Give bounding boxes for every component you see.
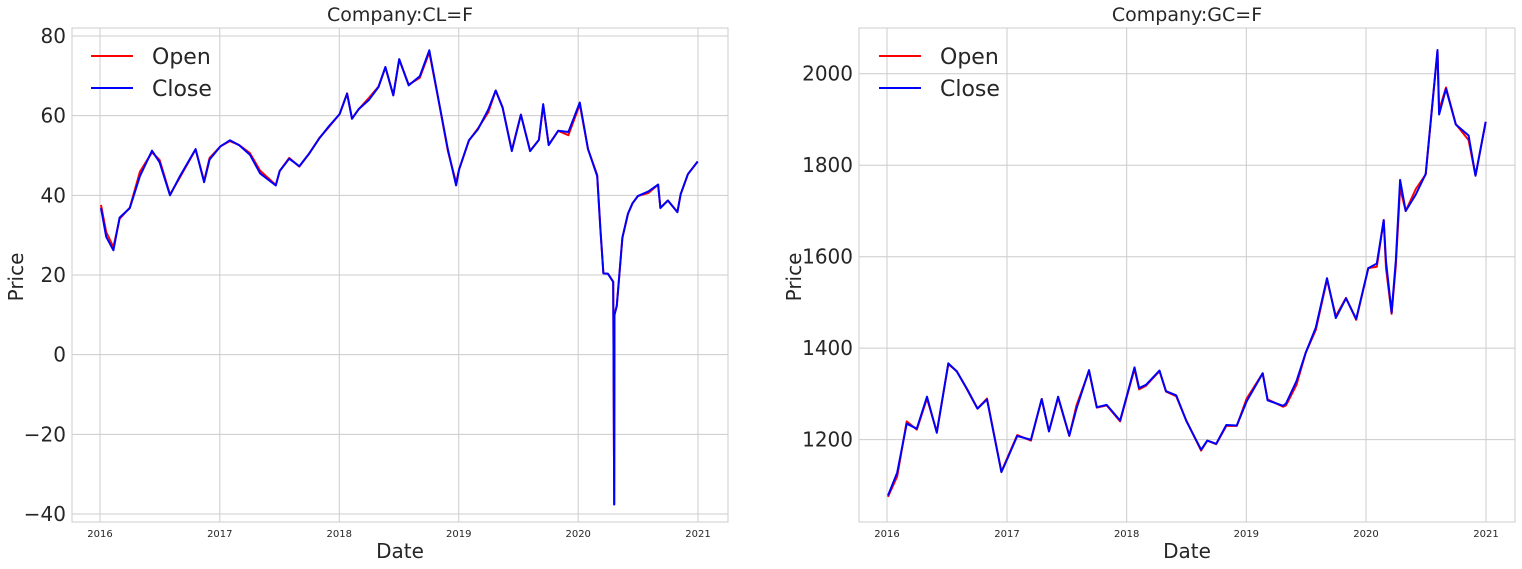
x-tick-label: 2019 bbox=[446, 529, 471, 540]
y-tick-label: 0 bbox=[53, 343, 66, 367]
series-line-close bbox=[100, 49, 699, 506]
x-tick-label: 2018 bbox=[327, 529, 352, 540]
x-tick-label: 2021 bbox=[685, 529, 710, 540]
y-tick-labels: −40 −20 0 20 40 60 80 bbox=[24, 24, 66, 526]
chart-gc: 1200 1400 1600 1800 2000 2016 2017 2018 2019 202… bbox=[782, 4, 1516, 563]
legend: Open Close bbox=[91, 45, 212, 102]
chart-cl: −40 −20 0 20 40 60 80 2016 2017 2018 2019 2020 2021… bbox=[4, 4, 729, 563]
x-tick-label: 2016 bbox=[87, 529, 112, 540]
y-tick-label: 1400 bbox=[802, 336, 853, 360]
y-tick-label: −20 bbox=[24, 422, 66, 446]
legend-open-label: Open bbox=[940, 45, 999, 70]
chart-title: Company:CL=F bbox=[327, 4, 473, 26]
x-tick-label: 2020 bbox=[565, 529, 590, 540]
legend: Open Close bbox=[879, 45, 1000, 102]
y-tick-label: 20 bbox=[41, 263, 66, 287]
y-tick-label: −40 bbox=[24, 502, 66, 526]
legend-close-label: Close bbox=[152, 77, 212, 102]
y-tick-label: 80 bbox=[41, 24, 66, 48]
x-tick-label: 2021 bbox=[1473, 529, 1498, 540]
x-tick-label: 2018 bbox=[1114, 529, 1139, 540]
x-tick-label: 2020 bbox=[1353, 529, 1378, 540]
x-tick-label: 2019 bbox=[1234, 529, 1259, 540]
y-tick-label: 60 bbox=[41, 104, 66, 128]
x-axis-label: Date bbox=[376, 539, 424, 563]
y-tick-labels: 1200 1400 1600 1800 2000 bbox=[802, 62, 853, 452]
legend-close-label: Close bbox=[940, 77, 1000, 102]
y-tick-label: 1800 bbox=[802, 153, 853, 177]
x-tick-label: 2016 bbox=[874, 529, 899, 540]
grid bbox=[72, 28, 728, 522]
series-lines bbox=[100, 49, 699, 506]
y-axis-label: Price bbox=[4, 253, 28, 302]
y-tick-label: 40 bbox=[41, 183, 66, 207]
plot-area bbox=[858, 27, 1516, 523]
series-line-close bbox=[887, 49, 1487, 496]
y-axis-label: Price bbox=[782, 253, 806, 302]
y-tick-label: 1200 bbox=[802, 428, 853, 452]
x-tick-labels: 2016 2017 2018 2019 2020 2021 bbox=[874, 529, 1498, 540]
y-tick-label: 2000 bbox=[802, 62, 853, 86]
x-tick-label: 2017 bbox=[994, 529, 1019, 540]
series-lines bbox=[887, 49, 1487, 498]
x-tick-label: 2017 bbox=[207, 529, 232, 540]
y-tick-label: 1600 bbox=[802, 245, 853, 269]
x-axis-label: Date bbox=[1163, 539, 1211, 563]
legend-open-label: Open bbox=[152, 45, 211, 70]
chart-title: Company:GC=F bbox=[1112, 4, 1262, 26]
x-tick-labels: 2016 2017 2018 2019 2020 2021 bbox=[87, 529, 710, 540]
